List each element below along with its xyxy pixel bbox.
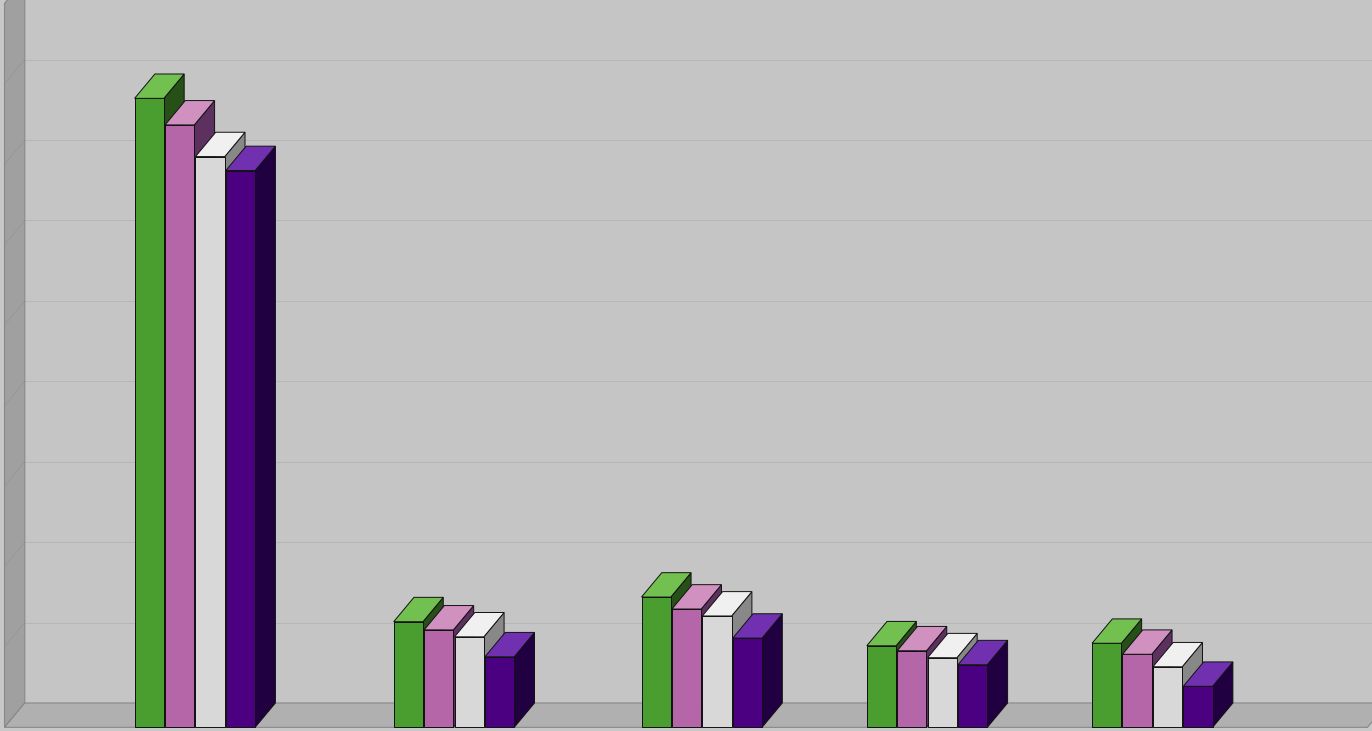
Polygon shape: [4, 703, 1372, 727]
Polygon shape: [1152, 643, 1202, 667]
Polygon shape: [25, 0, 1372, 703]
Polygon shape: [1092, 619, 1142, 643]
Polygon shape: [896, 621, 916, 727]
Bar: [1122, 654, 1151, 727]
Polygon shape: [1122, 630, 1172, 654]
Polygon shape: [672, 585, 722, 609]
Bar: [927, 658, 956, 727]
Polygon shape: [134, 74, 184, 99]
Polygon shape: [988, 640, 1007, 727]
Polygon shape: [394, 597, 443, 621]
Polygon shape: [226, 146, 276, 170]
Bar: [958, 664, 988, 727]
Bar: [1092, 643, 1121, 727]
Polygon shape: [454, 613, 504, 637]
Polygon shape: [761, 614, 782, 727]
Polygon shape: [1183, 643, 1202, 727]
Bar: [484, 656, 514, 727]
Polygon shape: [927, 633, 977, 658]
Polygon shape: [195, 132, 246, 156]
Polygon shape: [1213, 662, 1233, 727]
Polygon shape: [1183, 662, 1233, 686]
Polygon shape: [926, 626, 947, 727]
Polygon shape: [642, 572, 691, 597]
Polygon shape: [424, 605, 473, 630]
Polygon shape: [514, 632, 535, 727]
Polygon shape: [1151, 630, 1172, 727]
Bar: [1152, 667, 1183, 727]
Bar: [672, 609, 701, 727]
Polygon shape: [225, 132, 246, 727]
Polygon shape: [702, 591, 752, 616]
Polygon shape: [255, 146, 276, 727]
Bar: [1183, 686, 1213, 727]
Polygon shape: [897, 626, 947, 651]
Polygon shape: [867, 621, 916, 645]
Bar: [733, 638, 761, 727]
Polygon shape: [956, 633, 977, 727]
Bar: [454, 637, 484, 727]
Bar: [642, 597, 671, 727]
Bar: [226, 170, 255, 727]
Bar: [867, 645, 896, 727]
Polygon shape: [163, 74, 184, 727]
Polygon shape: [733, 614, 782, 638]
Polygon shape: [484, 613, 504, 727]
Bar: [394, 621, 423, 727]
Polygon shape: [423, 597, 443, 727]
Polygon shape: [453, 605, 473, 727]
Polygon shape: [1121, 619, 1142, 727]
Polygon shape: [701, 585, 722, 727]
Bar: [424, 630, 453, 727]
Bar: [702, 616, 731, 727]
Polygon shape: [671, 572, 691, 727]
Bar: [134, 99, 163, 727]
Polygon shape: [484, 632, 535, 656]
Polygon shape: [731, 591, 752, 727]
Polygon shape: [195, 101, 214, 727]
Polygon shape: [958, 640, 1007, 664]
Polygon shape: [165, 101, 214, 125]
Bar: [165, 125, 195, 727]
Bar: [897, 651, 926, 727]
Polygon shape: [4, 0, 25, 727]
Bar: [195, 156, 225, 727]
